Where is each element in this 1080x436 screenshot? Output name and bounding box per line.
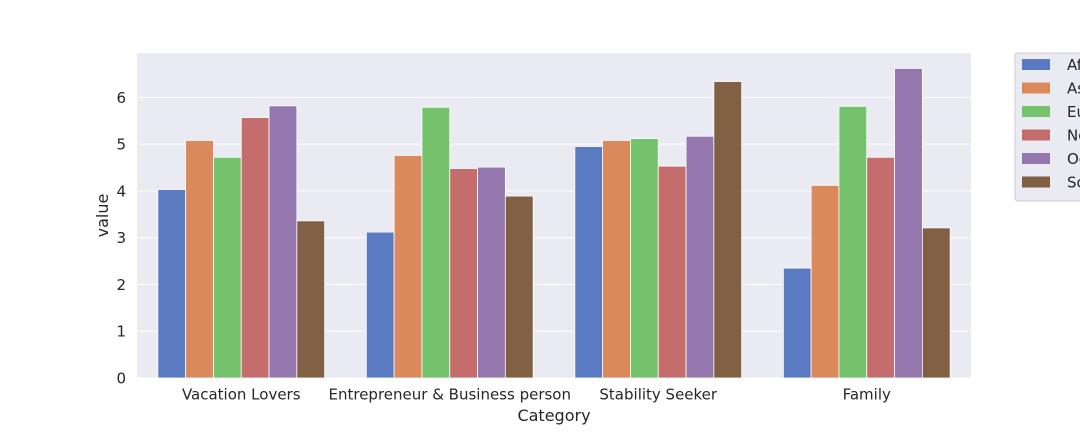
x-tick-label: Stability Seeker [599, 386, 718, 404]
bar [504, 195, 534, 379]
y-tick-label: 4 [116, 182, 126, 200]
bar [365, 231, 395, 379]
legend-label: Af [1067, 56, 1080, 74]
x-tick-label: Family [843, 386, 891, 404]
y-tick-label: 1 [116, 323, 126, 341]
bars [157, 68, 951, 379]
x-tick-label: Vacation Lovers [182, 386, 301, 404]
y-tick-label: 0 [116, 370, 126, 388]
bar [685, 135, 715, 379]
bar [894, 68, 923, 379]
y-tick-label: 3 [116, 229, 126, 247]
bar [393, 155, 423, 379]
bar [574, 146, 604, 379]
legend-label: As [1067, 80, 1080, 98]
bar [185, 140, 214, 379]
bar [421, 106, 451, 379]
bar [157, 189, 187, 379]
bar [838, 105, 868, 379]
legend-swatch [1022, 106, 1050, 117]
x-axis-label: Category [517, 406, 590, 425]
bar [921, 227, 951, 379]
x-tick-labels: Vacation Lovers Entrepreneur & Business p… [182, 386, 891, 404]
legend: Af As Eu No Oc So [1014, 52, 1080, 202]
bar [630, 138, 659, 379]
legend-swatch [1022, 129, 1050, 141]
bar [602, 140, 631, 379]
legend-swatch [1022, 153, 1050, 164]
y-tick-labels: 0 1 2 3 4 5 6 [116, 89, 126, 388]
bar [240, 117, 270, 379]
legend-label: So [1067, 174, 1080, 192]
y-tick-label: 6 [116, 89, 126, 107]
bar [213, 156, 242, 379]
legend-swatch [1022, 82, 1050, 94]
bar [477, 166, 506, 379]
bar [657, 165, 687, 379]
y-axis-label: value [93, 194, 112, 238]
bar [782, 267, 812, 379]
y-tick-label: 2 [116, 276, 126, 294]
bar [713, 81, 743, 379]
legend-label: No [1067, 127, 1080, 145]
legend-swatch [1022, 59, 1050, 70]
bar [296, 220, 326, 379]
bar [268, 105, 298, 379]
bar [866, 156, 895, 379]
legend-label: Oc [1067, 150, 1080, 168]
legend-swatch [1022, 176, 1050, 188]
x-tick-label: Entrepreneur & Business person [329, 386, 572, 404]
bar [810, 184, 840, 379]
bar [449, 168, 478, 379]
y-tick-label: 5 [116, 136, 126, 154]
legend-label: Eu [1067, 103, 1080, 121]
